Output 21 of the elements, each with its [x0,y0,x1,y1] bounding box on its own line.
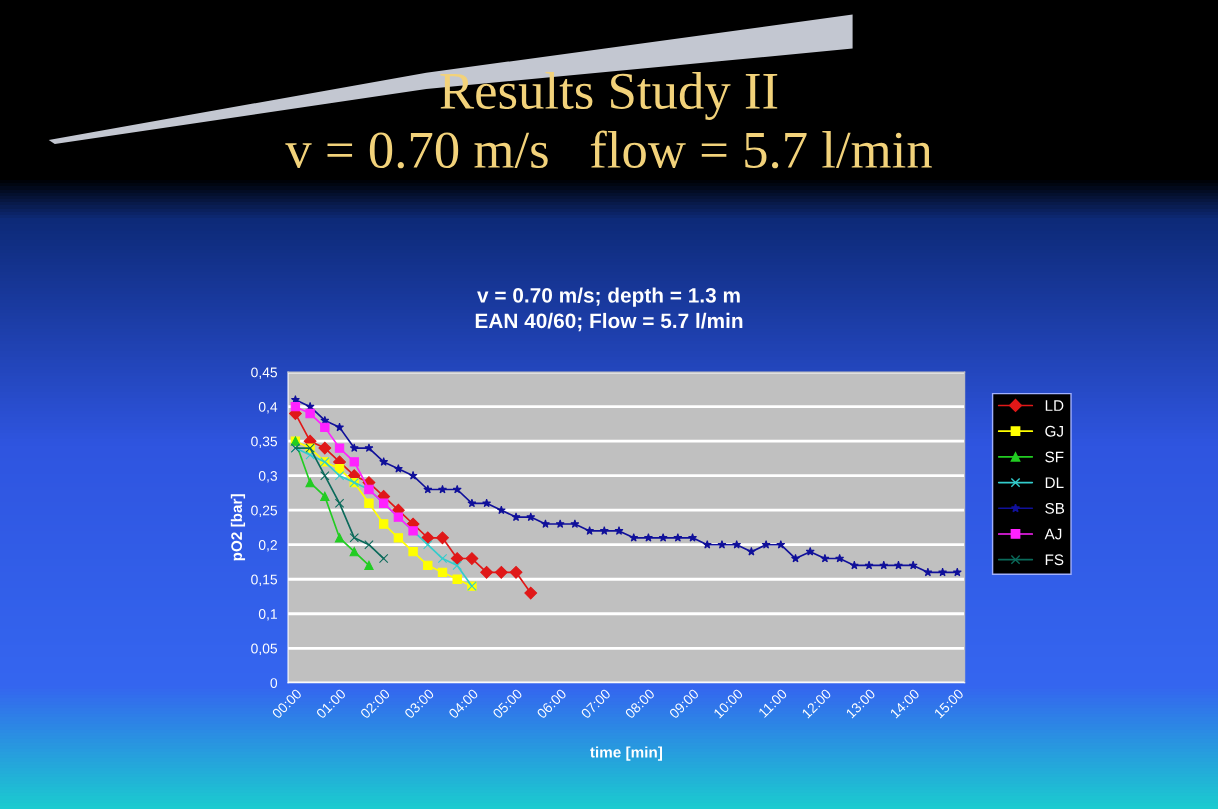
y-tick-label: 0,15 [251,574,278,587]
legend-label: FS [1045,554,1064,566]
y-tick-label: 0,1 [258,609,277,621]
legend-label: AJ [1044,528,1062,540]
x-axis-title: time [min] [590,746,662,761]
y-tick-label: 0,45 [251,367,278,379]
y-tick-label: 0,25 [251,505,278,518]
y-tick-label: 0,35 [251,436,278,448]
y-tick-label: 0,2 [258,540,277,552]
chart-subtitle: v = 0.70 m/s; depth = 1.3 m EAN 40/60; Flow = 5.7 l/min [475,287,743,332]
legend-label: DL [1045,477,1064,488]
legend-label: SF [1045,451,1064,463]
y-tick-label: 0 [270,678,278,688]
y-tick-label: 0,3 [258,471,278,483]
y-axis-title: pO2 [bar] [230,494,246,561]
y-tick-label: 0,4 [258,401,278,414]
legend-label: SB [1045,502,1065,514]
chart-title: Results Study II v = 0.70 m/s flow = 5.7 l/min [285,71,932,169]
legend-label: GJ [1045,425,1063,437]
legend-label: LD [1045,400,1064,411]
y-tick-label: 0,05 [251,643,278,656]
